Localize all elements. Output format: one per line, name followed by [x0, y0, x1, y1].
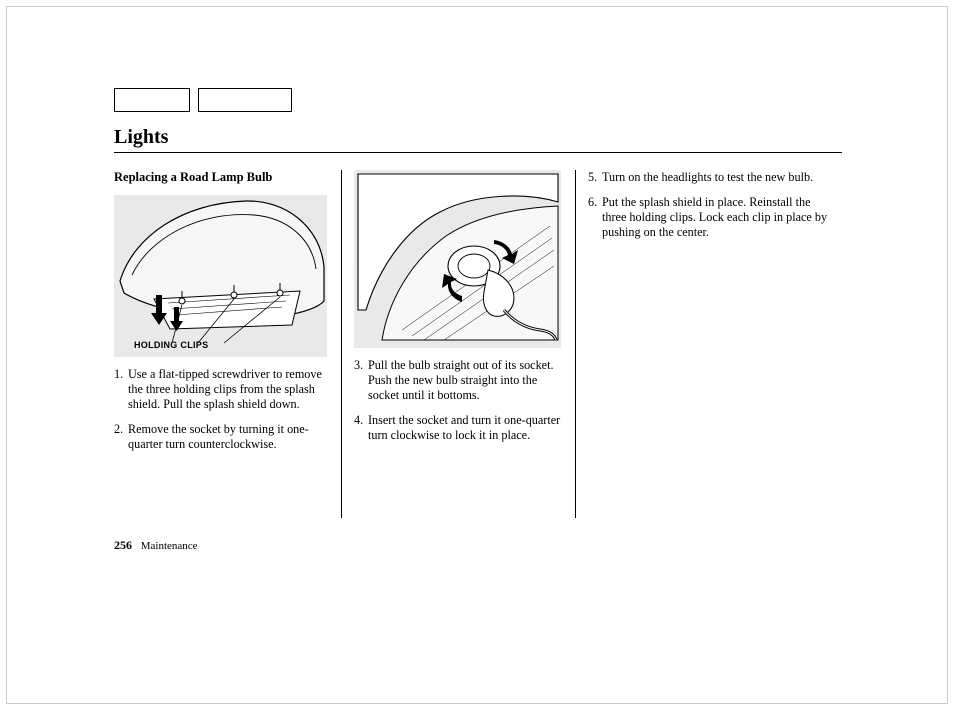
columns: Replacing a Road Lamp Bulb	[114, 170, 842, 518]
step-6: Put the splash shield in place. Reinstal…	[588, 195, 832, 240]
illustration-splash-shield	[114, 195, 327, 357]
subheading: Replacing a Road Lamp Bulb	[114, 170, 327, 185]
title-rule	[114, 152, 842, 153]
figure-label-holding-clips: HOLDING CLIPS	[134, 340, 208, 351]
step-5: Turn on the headlights to test the new b…	[588, 170, 832, 185]
manual-page: Lights Replacing a Road Lamp Bulb	[0, 0, 954, 710]
section-label: Maintenance	[141, 540, 198, 552]
page-title: Lights	[114, 126, 168, 149]
top-box-2	[198, 88, 292, 112]
step-3: Pull the bulb straight out of its socket…	[354, 358, 561, 403]
figure-holding-clips: HOLDING CLIPS	[114, 195, 327, 357]
page-number: 256	[114, 538, 132, 552]
column-2: Pull the bulb straight out of its socket…	[342, 170, 576, 518]
step-2: Remove the socket by turning it one-quar…	[114, 422, 327, 452]
top-box-1	[114, 88, 190, 112]
steps-col1: Use a flat-tipped screwdriver to remove …	[114, 367, 327, 451]
column-3: Turn on the headlights to test the new b…	[576, 170, 842, 518]
figure-bulb-socket	[354, 170, 561, 348]
step-1: Use a flat-tipped screwdriver to remove …	[114, 367, 327, 412]
step-4: Insert the socket and turn it one-quarte…	[354, 413, 561, 443]
illustration-bulb-socket	[354, 170, 561, 348]
steps-col3: Turn on the headlights to test the new b…	[588, 170, 832, 240]
column-1: Replacing a Road Lamp Bulb	[114, 170, 342, 518]
top-box-row	[114, 88, 292, 112]
page-footer: 256 Maintenance	[114, 538, 198, 553]
steps-col2: Pull the bulb straight out of its socket…	[354, 358, 561, 442]
